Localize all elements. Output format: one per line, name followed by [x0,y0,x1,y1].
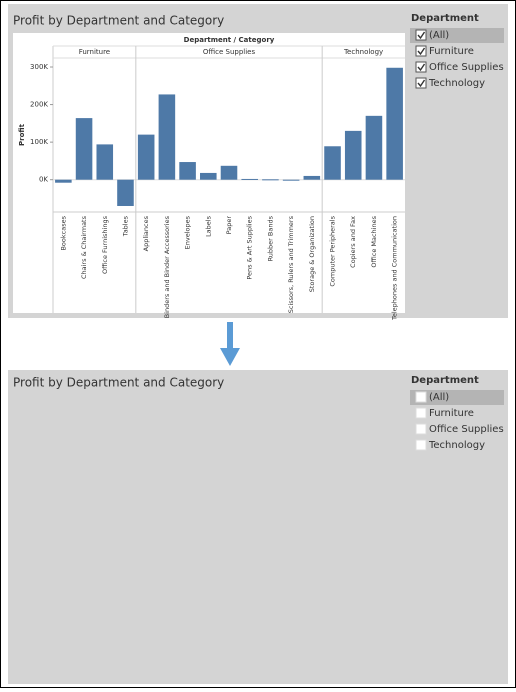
bar [55,179,72,183]
checkmark [417,79,426,88]
x-tick-label: Computer Peripherals [329,215,337,286]
x-tick-label: Bookcases [59,215,67,250]
checkbox[interactable] [415,77,427,89]
bar [220,165,238,180]
checkbox[interactable] [415,391,427,403]
bar [303,175,321,180]
group-label: Furniture [79,48,110,56]
checkbox[interactable] [415,29,427,41]
filter-item[interactable]: Furniture [429,408,474,419]
bar [117,179,134,206]
filter-item[interactable]: Technology [428,440,485,451]
group-label: Office Supplies [203,48,256,56]
checkbox[interactable] [415,439,427,451]
x-tick-label: Rubber Bands [266,215,274,261]
x-tick-label: Paper [225,216,233,235]
x-tick-label: Office Furnishings [101,215,109,274]
checkmark [417,47,426,56]
bar [365,115,383,180]
dashboard-after [8,370,508,684]
sheet-title: Profit by Department and Category [13,14,224,28]
bar [137,134,155,180]
checkbox[interactable] [415,407,427,419]
bar [282,179,300,181]
x-tick-label: Appliances [142,215,150,251]
arrow [220,322,240,366]
bar [386,67,403,180]
filter-item[interactable]: Office Supplies [429,424,504,435]
bar [324,146,341,180]
x-tick-label: Telephones and Communication [391,216,399,321]
row-highlight [410,390,504,405]
y-tick-label: 0K [39,176,48,184]
x-tick-label: Office Machines [370,215,378,267]
sheet-title: Profit by Department and Category [13,376,224,390]
x-tick-label: Pens & Art Supplies [246,215,254,279]
bar [241,178,258,180]
filter-item[interactable]: Technology [428,78,485,89]
x-tick-label: Scissors, Rulers and Trimmers [287,215,295,313]
filter-title: Department [411,13,479,24]
filter-item[interactable]: Office Supplies [429,62,504,73]
x-tick-label: Envelopes [184,215,192,249]
y-axis-title: Profit [18,123,26,146]
bar [200,172,217,180]
filter-title: Department [411,375,479,386]
x-tick-label: Tables [121,215,129,237]
filter-item[interactable]: (All) [429,30,449,41]
checkbox[interactable] [415,45,427,57]
y-tick-label: 300K [30,63,48,71]
bar [344,130,362,180]
bar [262,179,279,181]
bar [179,162,196,180]
header: Department / Category [184,36,275,44]
row-highlight [410,28,504,43]
checkmark [417,31,426,40]
bar [158,94,176,180]
y-tick-label: 200K [30,101,48,109]
checkbox[interactable] [415,423,427,435]
x-tick-label: Labels [204,215,212,237]
checkbox[interactable] [415,61,427,73]
x-tick-label: Binders and Binder Accessories [163,215,171,318]
checkmark [417,63,426,72]
x-tick-label: Chairs & Chairmats [80,215,88,279]
bar [96,144,114,180]
x-tick-label: Copiers and Fax [349,216,357,268]
group-label: Technology [343,48,383,56]
bar [75,118,93,180]
y-tick-label: 100K [30,138,48,146]
filter-item[interactable]: Furniture [429,46,474,57]
x-tick-label: Storage & Organization [308,216,316,292]
filter-item[interactable]: (All) [429,392,449,403]
